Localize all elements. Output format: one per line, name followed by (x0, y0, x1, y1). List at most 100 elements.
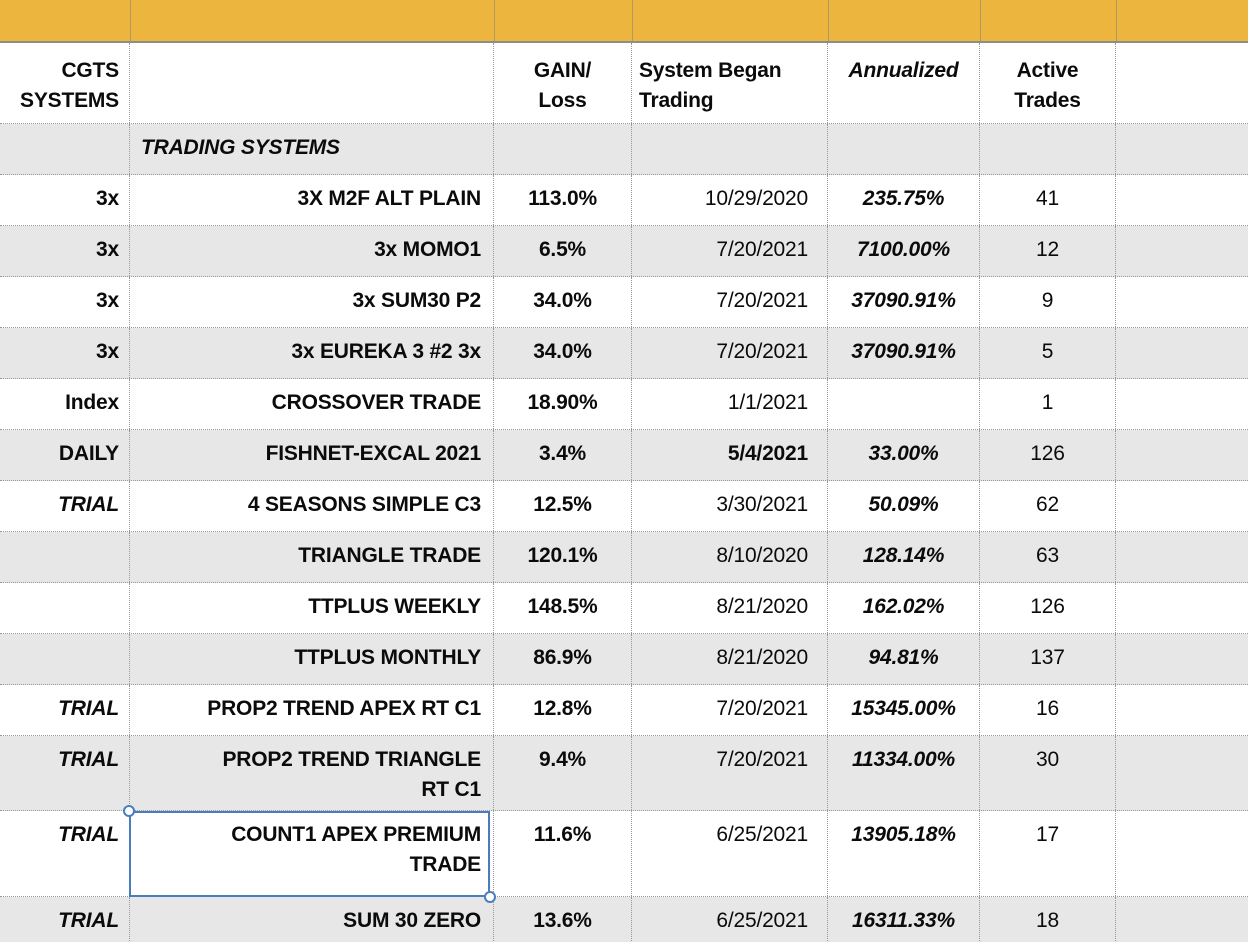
cell-began-date[interactable]: 7/20/2021 (632, 685, 828, 735)
cell-annualized[interactable]: 16311.33% (828, 897, 980, 942)
cell-empty[interactable] (1116, 226, 1248, 276)
header-system-name-empty[interactable] (130, 43, 494, 123)
cell-active-trades[interactable]: 41 (980, 175, 1116, 225)
cell-empty[interactable] (1116, 175, 1248, 225)
cell-began-date[interactable]: 1/1/2021 (632, 379, 828, 429)
cell-empty[interactable] (1116, 430, 1248, 480)
cell-empty[interactable] (1116, 736, 1248, 810)
cell-tier[interactable]: Index (0, 379, 130, 429)
cell-system-name[interactable]: 3X M2F ALT PLAIN (130, 175, 494, 225)
cell-system-name[interactable]: FISHNET-EXCAL 2021 (130, 430, 494, 480)
cell-gain-loss[interactable]: 120.1% (494, 532, 632, 582)
cell-annualized[interactable] (828, 379, 980, 429)
cell-began-date[interactable]: 3/30/2021 (632, 481, 828, 531)
cell-system-name[interactable]: 4 SEASONS SIMPLE C3 (130, 481, 494, 531)
cell-system-name[interactable]: PROP2 TREND APEX RT C1 (130, 685, 494, 735)
selection-handle-bottom-right[interactable] (484, 891, 496, 903)
column-header-band[interactable] (0, 0, 1248, 43)
cell-empty[interactable] (1116, 583, 1248, 633)
cell-active-trades[interactable]: 62 (980, 481, 1116, 531)
cell-annualized[interactable]: 37090.91% (828, 328, 980, 378)
cell-active-trades[interactable]: 18 (980, 897, 1116, 942)
cell-tier[interactable]: TRIAL (0, 481, 130, 531)
header-system-began-trading[interactable]: System Began Trading (632, 43, 828, 123)
cell-tier[interactable]: 3x (0, 328, 130, 378)
cell-tier[interactable] (0, 124, 130, 174)
cell-began-date[interactable]: 7/20/2021 (632, 736, 828, 810)
cell-system-name[interactable]: COUNT1 APEX PREMIUM TRADE (130, 811, 494, 896)
cell-system-name[interactable]: 3x EUREKA 3 #2 3x (130, 328, 494, 378)
cell-gain-loss[interactable]: 86.9% (494, 634, 632, 684)
header-cgts-systems[interactable]: CGTS SYSTEMS (0, 43, 130, 123)
cell-annualized[interactable]: 235.75% (828, 175, 980, 225)
cell-system-name[interactable]: TTPLUS MONTHLY (130, 634, 494, 684)
cell-empty[interactable] (1116, 634, 1248, 684)
cell-annualized[interactable]: 7100.00% (828, 226, 980, 276)
selection-handle-top-left[interactable] (123, 805, 135, 817)
cell-active-trades[interactable]: 5 (980, 328, 1116, 378)
cell-began-date[interactable]: 7/20/2021 (632, 277, 828, 327)
cell-gain-loss[interactable]: 18.90% (494, 379, 632, 429)
cell-annualized[interactable]: 128.14% (828, 532, 980, 582)
cell-system-name[interactable]: PROP2 TREND TRIANGLE RT C1 (130, 736, 494, 810)
cell-gain-loss[interactable]: 148.5% (494, 583, 632, 633)
cell-system-name[interactable]: SUM 30 ZERO (130, 897, 494, 942)
cell-annualized[interactable]: 50.09% (828, 481, 980, 531)
cell-active-trades[interactable]: 126 (980, 583, 1116, 633)
cell-tier[interactable] (0, 532, 130, 582)
header-active-trades[interactable]: Active Trades (980, 43, 1116, 123)
header-gain-loss[interactable]: GAIN/ Loss (494, 43, 632, 123)
cell-gain-loss[interactable]: 12.5% (494, 481, 632, 531)
cell-tier[interactable]: 3x (0, 226, 130, 276)
cell-gain-loss[interactable]: 13.6% (494, 897, 632, 942)
cell-annualized[interactable]: 37090.91% (828, 277, 980, 327)
cell-gain-loss[interactable]: 9.4% (494, 736, 632, 810)
header-annualized[interactable]: Annualized (828, 43, 980, 123)
cell-began-date[interactable]: 7/20/2021 (632, 328, 828, 378)
cell-empty[interactable] (1116, 481, 1248, 531)
cell-active-trades[interactable]: 137 (980, 634, 1116, 684)
cell-began-date[interactable] (632, 124, 828, 174)
cell-tier[interactable]: TRIAL (0, 736, 130, 810)
cell-empty[interactable] (1116, 897, 1248, 942)
cell-tier[interactable]: TRIAL (0, 811, 130, 896)
cell-tier[interactable]: 3x (0, 175, 130, 225)
cell-annualized[interactable]: 94.81% (828, 634, 980, 684)
cell-tier[interactable]: 3x (0, 277, 130, 327)
cell-active-trades[interactable]: 63 (980, 532, 1116, 582)
cell-empty[interactable] (1116, 328, 1248, 378)
cell-system-name[interactable]: TRIANGLE TRADE (130, 532, 494, 582)
cell-annualized[interactable]: 11334.00% (828, 736, 980, 810)
cell-active-trades[interactable]: 12 (980, 226, 1116, 276)
cell-gain-loss[interactable]: 3.4% (494, 430, 632, 480)
cell-tier[interactable]: TRIAL (0, 897, 130, 942)
cell-gain-loss[interactable]: 113.0% (494, 175, 632, 225)
cell-began-date[interactable]: 6/25/2021 (632, 897, 828, 942)
cell-gain-loss[interactable]: 6.5% (494, 226, 632, 276)
cell-empty[interactable] (1116, 277, 1248, 327)
cell-active-trades[interactable]: 1 (980, 379, 1116, 429)
cell-system-name[interactable]: TTPLUS WEEKLY (130, 583, 494, 633)
cell-tier[interactable] (0, 583, 130, 633)
cell-system-name[interactable]: 3x SUM30 P2 (130, 277, 494, 327)
cell-annualized[interactable] (828, 124, 980, 174)
cell-began-date[interactable]: 5/4/2021 (632, 430, 828, 480)
cell-empty[interactable] (1116, 685, 1248, 735)
cell-system-name[interactable]: 3x MOMO1 (130, 226, 494, 276)
cell-began-date[interactable]: 8/21/2020 (632, 583, 828, 633)
cell-empty[interactable] (1116, 532, 1248, 582)
cell-tier[interactable]: DAILY (0, 430, 130, 480)
cell-empty[interactable] (1116, 811, 1248, 896)
cell-gain-loss[interactable]: 34.0% (494, 277, 632, 327)
cell-began-date[interactable]: 8/21/2020 (632, 634, 828, 684)
cell-active-trades[interactable] (980, 124, 1116, 174)
cell-active-trades[interactable]: 17 (980, 811, 1116, 896)
cell-began-date[interactable]: 10/29/2020 (632, 175, 828, 225)
cell-active-trades[interactable]: 16 (980, 685, 1116, 735)
cell-active-trades[interactable]: 30 (980, 736, 1116, 810)
cell-began-date[interactable]: 7/20/2021 (632, 226, 828, 276)
cell-gain-loss[interactable]: 11.6% (494, 811, 632, 896)
cell-system-name[interactable]: CROSSOVER TRADE (130, 379, 494, 429)
cell-annualized[interactable]: 162.02% (828, 583, 980, 633)
header-empty[interactable] (1116, 43, 1248, 123)
